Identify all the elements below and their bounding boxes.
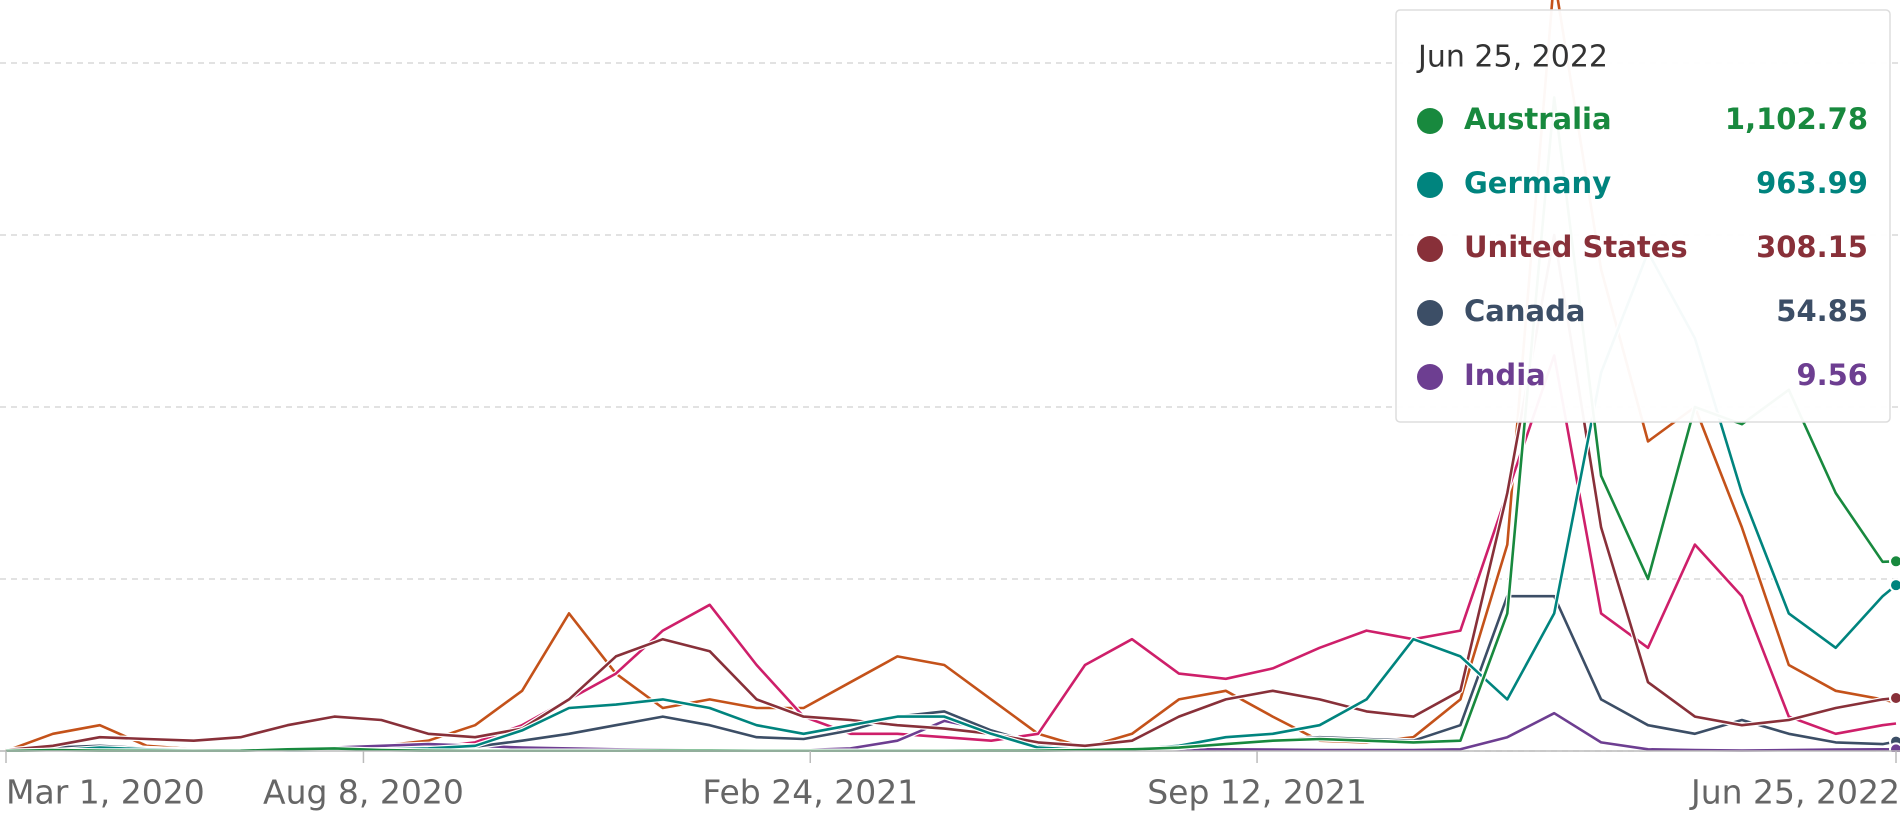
x-tick-label: Jun 25, 2022 xyxy=(1689,773,1900,812)
tooltip-name: United States xyxy=(1464,230,1688,264)
tooltip-value: 308.15 xyxy=(1756,230,1868,264)
hover-point xyxy=(1889,578,1900,593)
tooltip-name: Canada xyxy=(1464,294,1585,328)
tooltip-name: Germany xyxy=(1464,166,1611,200)
tooltip-name: India xyxy=(1464,358,1546,392)
tooltip: Jun 25, 2022 Australia 1,102.78 Germany 963… xyxy=(1395,9,1891,423)
tooltip-dot xyxy=(1417,236,1443,262)
tooltip-dot xyxy=(1417,172,1443,198)
tooltip-value: 963.99 xyxy=(1756,166,1868,200)
hover-point xyxy=(1889,690,1900,705)
x-tick-label: Mar 1, 2020 xyxy=(6,773,205,812)
tooltip-box xyxy=(1395,9,1891,423)
tooltip-value: 9.56 xyxy=(1796,358,1868,392)
x-tick-label: Sep 12, 2021 xyxy=(1147,773,1367,812)
tooltip-dot xyxy=(1417,108,1443,134)
x-axis: Mar 1, 2020 Aug 8, 2020 Feb 24, 2021 Sep 12… xyxy=(0,750,1900,812)
series-line xyxy=(5,233,1897,752)
x-tick-label: Feb 24, 2021 xyxy=(702,773,918,812)
tooltip-title: Jun 25, 2022 xyxy=(1416,40,1608,75)
hover-point xyxy=(1889,742,1900,752)
x-tick-label: Aug 8, 2020 xyxy=(263,773,464,812)
tooltip-value: 1,102.78 xyxy=(1725,102,1868,136)
tooltip-dot xyxy=(1417,364,1443,390)
tooltip-dot xyxy=(1417,300,1443,326)
tooltip-value: 54.85 xyxy=(1776,294,1868,328)
tooltip-name: Australia xyxy=(1464,102,1612,136)
hover-point xyxy=(1889,554,1900,569)
